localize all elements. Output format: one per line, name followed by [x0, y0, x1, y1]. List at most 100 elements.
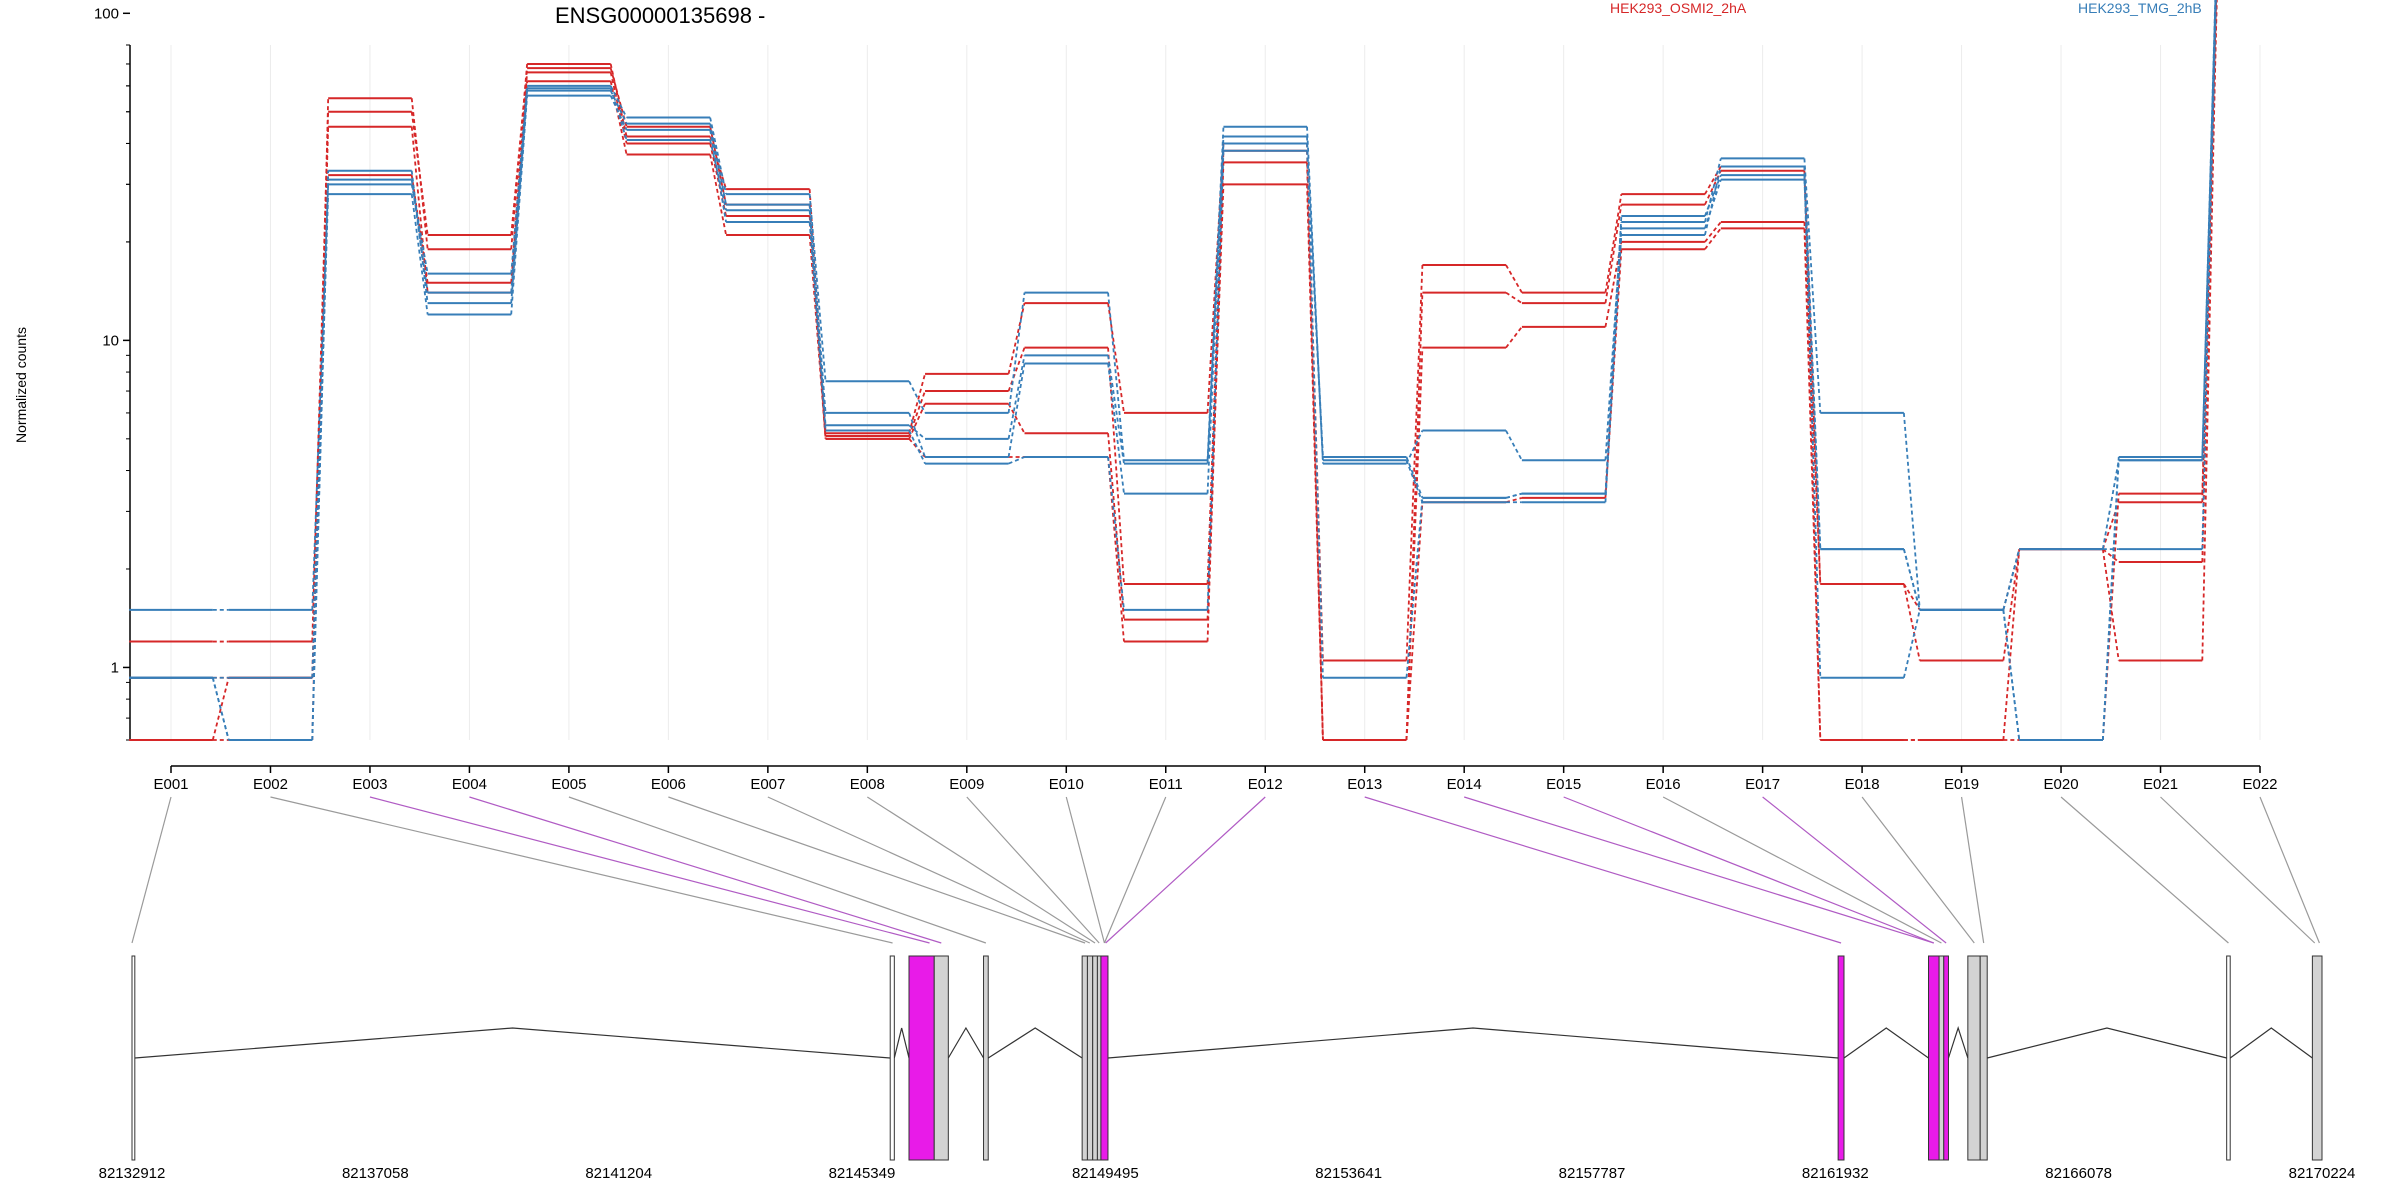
- series-connector: [2002, 548, 2021, 611]
- exon-tick-label-E006: E006: [651, 776, 686, 793]
- exon-box: [908, 955, 935, 1161]
- series-connector: [908, 373, 926, 434]
- series-connector: [1604, 193, 1623, 293]
- series-connector: [1704, 158, 1722, 223]
- vertical-gridlines: [170, 45, 2261, 740]
- series-connector: [410, 194, 429, 315]
- exon-link-E002: [270, 796, 893, 944]
- series-connector: [211, 677, 230, 741]
- series-connector: [2101, 501, 2120, 550]
- series-connector: [1007, 363, 1026, 458]
- intron-line: [987, 1027, 1083, 1059]
- exon-box: [1928, 955, 1940, 1161]
- exon-link-E020: [2060, 796, 2229, 944]
- series-connector: [1007, 292, 1026, 414]
- series-connector: [1803, 228, 1822, 741]
- series-connector: [1405, 292, 1424, 741]
- series-connector: [609, 90, 628, 124]
- series-connector: [1007, 347, 1026, 392]
- series-connector: [1704, 166, 1722, 236]
- series-connector: [1107, 363, 1125, 494]
- exon-tick-label-E008: E008: [850, 776, 885, 793]
- series-connector: [1405, 430, 1424, 464]
- exon-tick-label-E020: E020: [2044, 776, 2079, 793]
- series-connector: [609, 95, 628, 131]
- series-connector: [1107, 355, 1125, 464]
- exon-box: [1100, 955, 1109, 1161]
- exon-box: [1092, 955, 1098, 1161]
- exon-link-E007: [767, 796, 1091, 944]
- series-connector: [2201, 0, 2217, 458]
- exon-box: [1979, 955, 1988, 1161]
- series-connector: [908, 390, 926, 437]
- genomic-tick-label: 82166078: [2045, 1165, 2112, 1182]
- genomic-tick-label: 82157787: [1559, 1165, 1626, 1182]
- series-connector: [908, 380, 926, 414]
- exon-link-E012: [1105, 796, 1266, 944]
- series-connector: [908, 430, 926, 464]
- y-tick-label: 10: [102, 332, 119, 349]
- exon-box: [131, 955, 136, 1161]
- series-connector: [1803, 158, 1822, 413]
- exon-link-E017: [1762, 796, 1947, 944]
- series-connector: [1505, 264, 1523, 294]
- series-connector: [709, 129, 727, 223]
- exon-link-E016: [1662, 796, 1942, 944]
- series-connector: [2101, 460, 2120, 741]
- series-connector: [2002, 549, 2021, 661]
- exon-link-E010: [1065, 796, 1106, 944]
- exon-box: [889, 955, 895, 1161]
- gene-model: [131, 955, 2323, 1161]
- series-connector: [2002, 609, 2021, 741]
- series-connector: [311, 126, 330, 678]
- exon-tick-label-E001: E001: [153, 776, 188, 793]
- genomic-tick-label: 82141204: [585, 1165, 652, 1182]
- exon-tick-label-E004: E004: [452, 776, 487, 793]
- series-connector: [1405, 502, 1424, 741]
- series-8-HEK293_TMG_2hB: [129, 0, 2217, 741]
- series-connector: [311, 184, 330, 610]
- series-connector: [1405, 264, 1424, 661]
- series-connector: [510, 95, 529, 315]
- exon-box: [1096, 955, 1102, 1161]
- exon-link-E022: [2259, 796, 2320, 944]
- legend-label-tmg: HEK293_TMG_2hB: [2078, 0, 2202, 16]
- series-connector: [1306, 162, 1324, 741]
- series-connector: [1405, 456, 1424, 499]
- series-connector: [908, 412, 926, 458]
- exon-tick-label-E009: E009: [949, 776, 984, 793]
- series-connector: [2201, 0, 2217, 550]
- exon-link-lines: [131, 796, 2320, 944]
- exon-tick-label-E010: E010: [1049, 776, 1084, 793]
- exon-link-E014: [1464, 796, 1934, 944]
- series-connector: [1007, 355, 1026, 439]
- exon-tick-label-E012: E012: [1248, 776, 1283, 793]
- intron-line: [134, 1027, 891, 1059]
- series-connector: [1306, 126, 1324, 464]
- genomic-tick-label: 82170224: [2289, 1165, 2356, 1182]
- exon-link-E001: [131, 796, 172, 944]
- series-connector: [808, 194, 827, 382]
- series-connector: [1107, 292, 1125, 461]
- exon-tick-label-E005: E005: [551, 776, 586, 793]
- series-connector: [1803, 222, 1822, 584]
- exon-tick-label-E014: E014: [1447, 776, 1482, 793]
- series-connector: [1505, 326, 1523, 349]
- exon-link-E019: [1960, 796, 1985, 944]
- series-connector: [1107, 433, 1125, 620]
- genomic-tick-label: 82132912: [99, 1165, 166, 1182]
- series-connector: [1007, 403, 1026, 434]
- series-connector: [1505, 291, 1523, 304]
- intron-line: [1987, 1027, 2227, 1059]
- exon-tick-label-E022: E022: [2242, 776, 2277, 793]
- series-connector: [1604, 215, 1623, 494]
- series-connector: [1107, 456, 1125, 642]
- exon-tick-label-E021: E021: [2143, 776, 2178, 793]
- series-connector: [1902, 609, 1921, 678]
- exon-link-E011: [1103, 796, 1167, 944]
- exon-tick-label-E016: E016: [1646, 776, 1681, 793]
- exon-box: [1943, 955, 1949, 1161]
- series-connector: [1704, 166, 1722, 195]
- series-connector: [1306, 143, 1324, 458]
- series-connector: [1704, 227, 1722, 250]
